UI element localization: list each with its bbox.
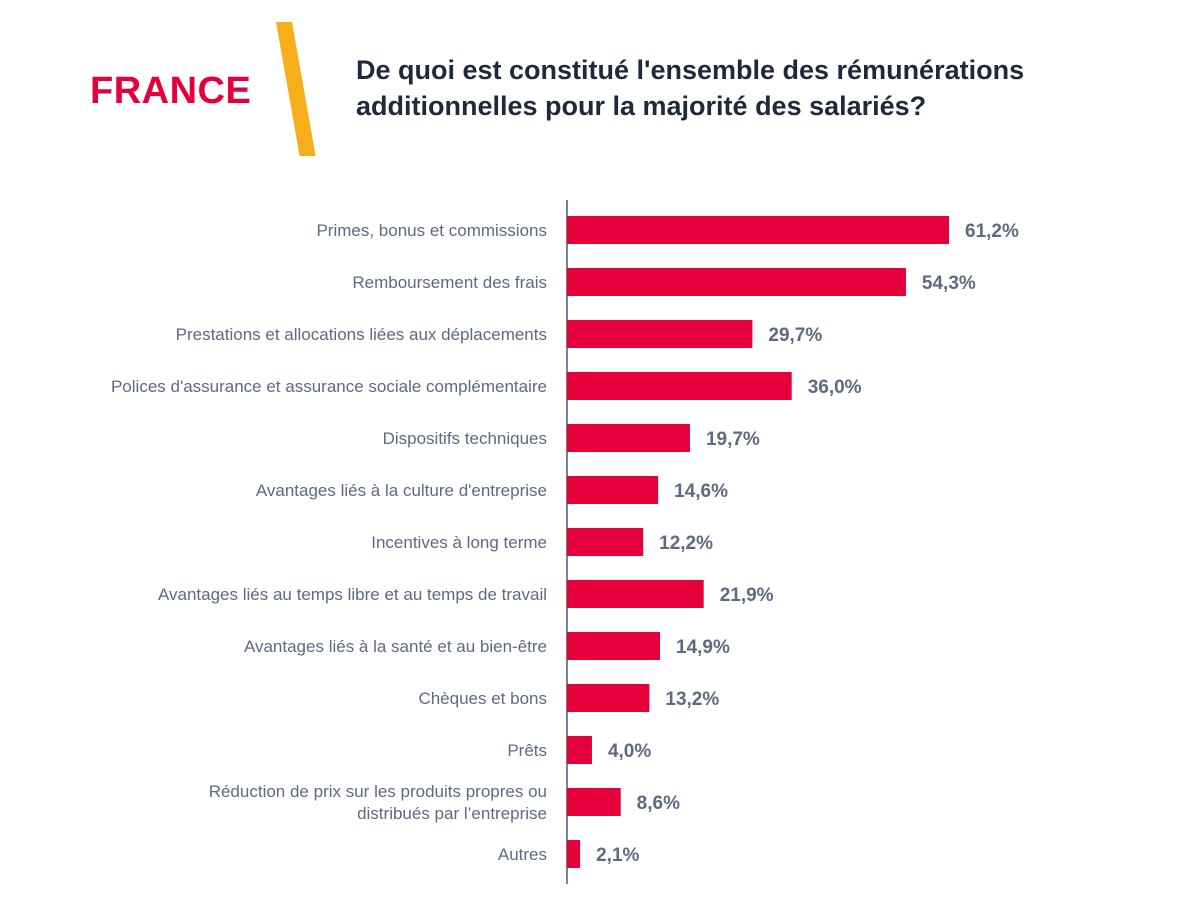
chart-title: De quoi est constitué l'ensemble des rém… bbox=[356, 52, 1176, 124]
category-label-0-line-0: Primes, bonus et commissions bbox=[316, 221, 547, 240]
category-label-9-line-0: Chèques et bons bbox=[418, 689, 547, 708]
bar-5 bbox=[567, 476, 659, 504]
bar-2 bbox=[567, 320, 753, 348]
category-label-10: Prêts bbox=[507, 741, 547, 760]
value-label-2: 29,7% bbox=[768, 325, 822, 346]
value-label-11: 8,6% bbox=[637, 793, 680, 814]
value-label-1: 54,3% bbox=[922, 273, 976, 294]
bar-0 bbox=[567, 216, 949, 244]
value-label-10: 4,0% bbox=[608, 741, 651, 762]
bar-12 bbox=[567, 840, 581, 868]
category-label-7: Avantages liés au temps libre et au temp… bbox=[158, 585, 547, 604]
value-label-9: 13,2% bbox=[665, 689, 719, 710]
category-label-7-line-0: Avantages liés au temps libre et au temp… bbox=[158, 585, 547, 604]
bar-8 bbox=[567, 632, 661, 660]
category-label-0: Primes, bonus et commissions bbox=[316, 221, 547, 240]
category-label-1-line-0: Remboursement des frais bbox=[352, 273, 547, 292]
bar-6 bbox=[567, 528, 644, 556]
value-label-4: 19,7% bbox=[706, 429, 760, 450]
category-label-9: Chèques et bons bbox=[418, 689, 547, 708]
value-label-7: 21,9% bbox=[720, 585, 774, 606]
category-label-3-line-0: Polices d'assurance et assurance sociale… bbox=[111, 377, 547, 396]
category-label-8: Avantages liés à la santé et au bien-êtr… bbox=[244, 637, 547, 656]
value-label-6: 12,2% bbox=[659, 533, 713, 554]
category-label-2-line-0: Prestations et allocations liées aux dép… bbox=[176, 325, 547, 344]
category-label-4-line-0: Dispositifs techniques bbox=[383, 429, 547, 448]
bar-1 bbox=[567, 268, 906, 296]
value-label-12: 2,1% bbox=[596, 845, 639, 866]
value-label-3: 36,0% bbox=[808, 377, 862, 398]
category-label-12-line-0: Autres bbox=[498, 845, 547, 864]
category-label-8-line-0: Avantages liés à la santé et au bien-êtr… bbox=[244, 637, 547, 656]
category-label-12: Autres bbox=[498, 845, 547, 864]
bar-9 bbox=[567, 684, 650, 712]
category-label-4: Dispositifs techniques bbox=[383, 429, 547, 448]
bar-10 bbox=[567, 736, 592, 764]
country-label: FRANCE bbox=[90, 70, 252, 112]
category-label-10-line-0: Prêts bbox=[507, 741, 547, 760]
value-label-5: 14,6% bbox=[674, 481, 728, 502]
category-label-5-line-0: Avantages liés à la culture d'entreprise bbox=[256, 481, 547, 500]
bar-4 bbox=[567, 424, 690, 452]
category-label-11-line-0: Réduction de prix sur les produits propr… bbox=[209, 782, 547, 801]
value-label-8: 14,9% bbox=[676, 637, 730, 658]
category-label-5: Avantages liés à la culture d'entreprise bbox=[256, 481, 547, 500]
category-label-11: Réduction de prix sur les produits propr… bbox=[209, 782, 547, 823]
category-label-3: Polices d'assurance et assurance sociale… bbox=[111, 377, 547, 396]
chart-title-line-2: additionnelles pour la majorité des sala… bbox=[356, 91, 927, 121]
value-label-0: 61,2% bbox=[965, 221, 1019, 242]
category-label-6: Incentives à long terme bbox=[371, 533, 547, 552]
bar-11 bbox=[567, 788, 621, 816]
category-label-1: Remboursement des frais bbox=[352, 273, 547, 292]
bar-3 bbox=[567, 372, 792, 400]
category-label-2: Prestations et allocations liées aux dép… bbox=[176, 325, 547, 344]
category-label-11-line-1: distribués par l’entreprise bbox=[357, 804, 547, 823]
bar-7 bbox=[567, 580, 704, 608]
category-label-6-line-0: Incentives à long terme bbox=[371, 533, 547, 552]
chart-title-line-1: De quoi est constitué l'ensemble des rém… bbox=[356, 55, 1025, 85]
